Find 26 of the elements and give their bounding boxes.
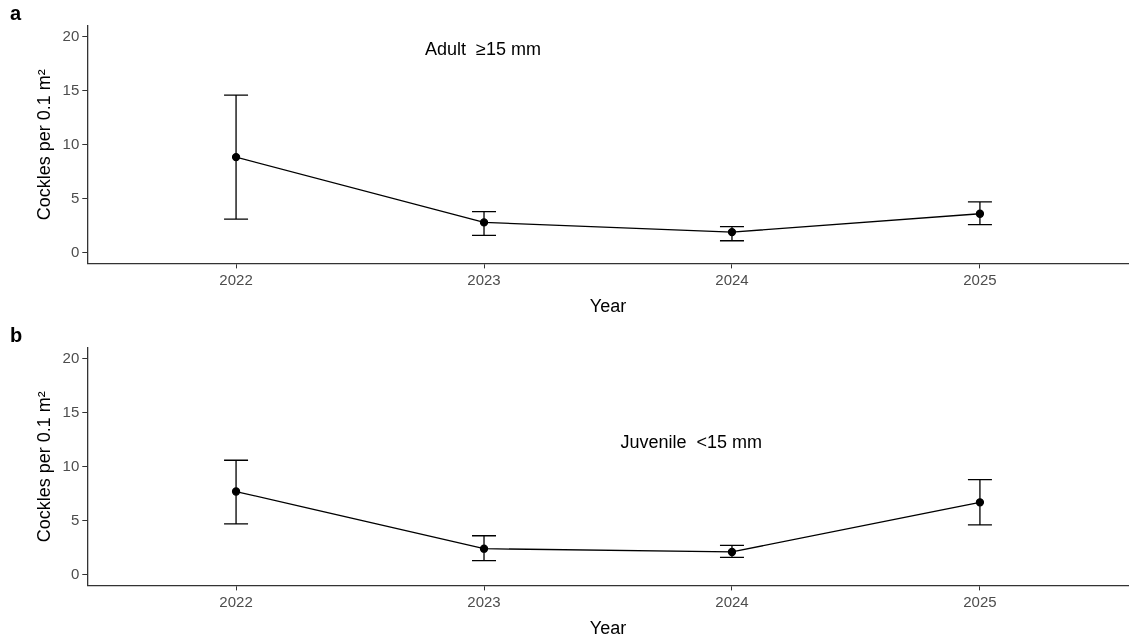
- y-tick-label: 0: [70, 564, 80, 582]
- x-tick-label: 2023: [467, 592, 501, 610]
- y-tick-label: 10: [62, 456, 80, 474]
- x-tick-label: 2023: [467, 270, 501, 288]
- annotation: Juvenile <15 mm: [620, 431, 763, 452]
- y-tick-label: 20: [62, 348, 80, 366]
- x-tick-label: 2025: [963, 270, 997, 288]
- y-tick-label: 15: [62, 80, 80, 98]
- chart-title: b: [10, 323, 23, 346]
- chart-title: a: [10, 1, 22, 24]
- y-tick-label: 15: [62, 402, 80, 420]
- y-tick-label: 20: [62, 26, 80, 44]
- x-tick-label: 2024: [715, 270, 749, 288]
- annotation: Adult ≥15 mm: [425, 38, 541, 59]
- x-tick-label: 2022: [219, 270, 253, 288]
- y-tick-label: 0: [70, 242, 80, 260]
- x-tick-label: 2024: [715, 592, 749, 610]
- y-axis-title: Cockles per 0.1 m²: [33, 69, 54, 221]
- x-axis-title: Year: [589, 296, 627, 317]
- y-tick-label: 10: [62, 134, 80, 152]
- x-tick-label: 2025: [963, 592, 997, 610]
- x-tick-label: 2022: [219, 592, 253, 610]
- x-axis-title: Year: [589, 618, 627, 639]
- y-tick-label: 5: [70, 510, 80, 528]
- y-tick-label: 5: [70, 188, 80, 206]
- y-axis-title: Cockles per 0.1 m²: [33, 391, 54, 543]
